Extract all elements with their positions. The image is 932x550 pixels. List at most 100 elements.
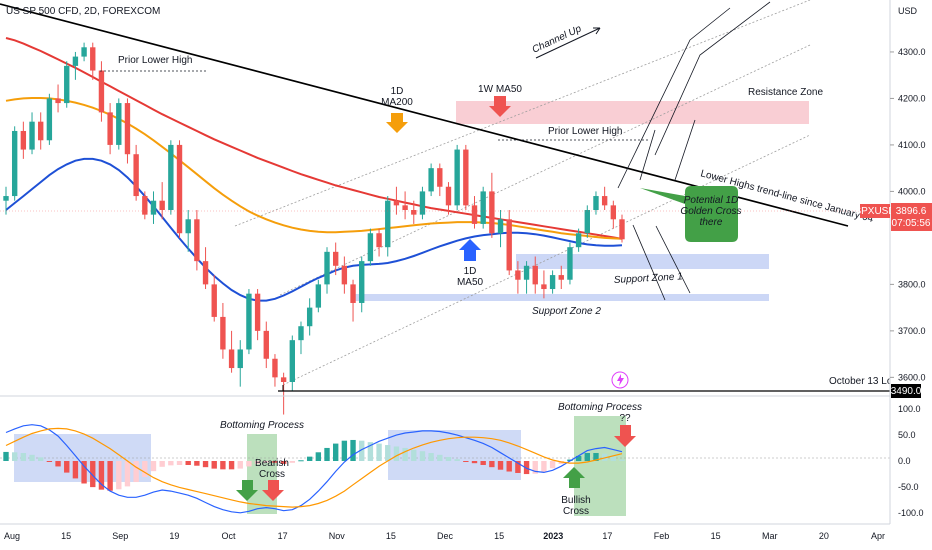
candle-body	[194, 219, 200, 262]
macd-histogram-bar	[619, 459, 625, 461]
macd-histogram-bar	[142, 461, 148, 477]
candle-body	[393, 200, 400, 206]
candle	[38, 112, 44, 150]
golden-cross-text-2: Golden Cross	[680, 206, 741, 217]
october-low-label: October 13 Low	[829, 376, 900, 387]
candle-body	[81, 47, 87, 57]
macd-histogram-bar	[385, 445, 391, 461]
channel-up-arrow-shaft	[535, 27, 601, 59]
candle	[463, 144, 469, 210]
candle	[272, 354, 278, 387]
macd-histogram-bar	[90, 461, 96, 488]
time-tick-label: 2023	[543, 531, 563, 541]
time-tick-label: 20	[819, 531, 829, 541]
prior-lower-high-label-1: Prior Lower High	[118, 55, 192, 66]
candle-body	[567, 247, 573, 280]
candle	[497, 210, 504, 248]
candle-body	[402, 205, 408, 210]
ma50-1d-up-arrow	[459, 239, 481, 261]
candle-body	[341, 265, 348, 285]
signal-line	[5, 427, 623, 508]
macd-histogram-bar	[254, 461, 261, 464]
macd-histogram-bar	[350, 439, 356, 461]
candle	[11, 126, 18, 201]
candle-body	[72, 56, 79, 66]
macd-histogram-bar	[463, 461, 469, 462]
candle	[619, 214, 625, 243]
candle-body	[38, 121, 44, 141]
candle	[515, 261, 521, 294]
candle-body	[220, 316, 226, 350]
macd-histogram-bar	[81, 461, 87, 484]
candle-body	[549, 275, 556, 290]
macd-histogram-bar	[11, 452, 18, 461]
projection-up-short-2	[674, 119, 696, 181]
time-tick-label: Oct	[221, 531, 236, 541]
ma200-1d-label-line1: 1D	[391, 86, 404, 97]
macd-histogram-bar	[98, 461, 105, 490]
low-price-text: 3490.0	[891, 386, 922, 397]
candle-body	[116, 103, 122, 145]
ma50-1d-label-line1: 1D	[464, 266, 477, 277]
macd-histogram-bar	[324, 447, 330, 461]
ma200-down-arrow	[386, 113, 408, 133]
candle-body	[541, 284, 547, 290]
candle	[324, 247, 330, 294]
time-tick-label: 17	[278, 531, 288, 541]
time-tick-label: 15	[494, 531, 504, 541]
bearish-cross-label-1: Bearish	[255, 458, 289, 469]
candle-body	[246, 293, 252, 350]
bottoming-box-1	[247, 434, 277, 514]
candle-body	[385, 200, 391, 248]
channel-line-lower	[282, 134, 811, 386]
candle-body	[142, 196, 148, 215]
candle	[584, 205, 590, 238]
macd-histogram-bar	[220, 461, 226, 470]
macd-histogram-bar	[523, 461, 530, 475]
support-zone-2-label: Support Zone 2	[532, 306, 601, 317]
macd-tick-label: -50.0	[898, 482, 919, 492]
macd-histogram-bar	[272, 461, 278, 463]
candle	[341, 256, 348, 294]
candle	[541, 270, 547, 299]
candle	[81, 42, 87, 62]
macd-histogram-bar	[29, 454, 35, 461]
macd-histogram-bar	[64, 461, 70, 473]
candle-body	[437, 168, 443, 187]
time-tick-label: Apr	[871, 531, 885, 541]
candle-body	[463, 149, 469, 206]
candle	[359, 256, 365, 313]
macd-histogram-bar	[116, 461, 122, 490]
macd-histogram-bar	[333, 443, 339, 461]
candle	[367, 228, 374, 266]
candle-body	[11, 130, 18, 197]
candle	[116, 98, 122, 150]
time-tick-label: Aug	[4, 531, 20, 541]
macd-histogram-bar	[133, 461, 139, 483]
candle	[29, 112, 35, 155]
macd-histogram-bar	[246, 461, 252, 467]
candle-body	[575, 233, 582, 248]
candle	[64, 61, 70, 108]
price-tick-label: 4300.0	[898, 47, 926, 57]
chart-title: US SP 500 CFD, 2D, FOREXCOM	[6, 6, 160, 17]
macd-histogram-bar	[194, 461, 200, 466]
candle-body	[523, 265, 530, 280]
candle	[228, 330, 235, 373]
candle-body	[202, 261, 209, 285]
low-price-badge	[891, 384, 921, 398]
prior-lower-high-label-2: Prior Lower High	[548, 126, 622, 137]
candle	[385, 196, 391, 257]
ma50-1w-label: 1W MA50	[478, 84, 522, 95]
macd-histogram-bar	[393, 446, 400, 461]
candle-body	[90, 47, 96, 71]
price-axis[interactable]	[890, 0, 932, 550]
candle	[315, 279, 322, 313]
candle	[254, 289, 261, 341]
candle	[523, 261, 530, 294]
macd-histogram-bar	[575, 455, 582, 461]
candle-body	[306, 307, 313, 327]
macd-histogram-bar	[168, 461, 174, 466]
time-tick-labels[interactable]: Aug 15 Sep 19 Oct 17 Nov 15 Dec 15 2023 17 Feb 15 Mar 2…	[4, 531, 885, 541]
candle	[601, 186, 608, 210]
